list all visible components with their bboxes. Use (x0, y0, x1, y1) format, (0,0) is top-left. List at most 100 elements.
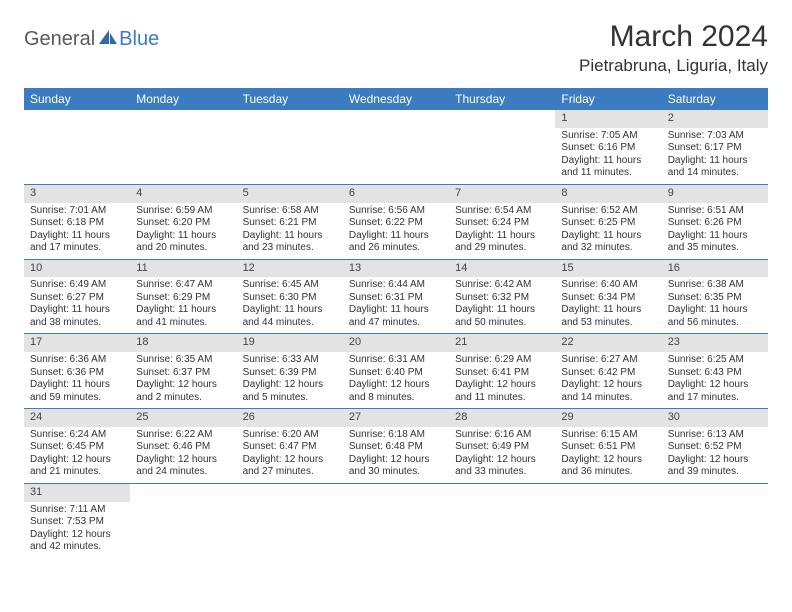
daylight-text: Daylight: 12 hours and 8 minutes. (349, 379, 443, 404)
day-number: 24 (24, 409, 130, 427)
day-number: 17 (24, 334, 130, 352)
daylight-text: Daylight: 12 hours and 27 minutes. (243, 454, 337, 479)
daylight-text: Daylight: 12 hours and 36 minutes. (561, 454, 655, 479)
sunset-text: Sunset: 6:51 PM (561, 441, 655, 454)
daylight-text: Daylight: 12 hours and 14 minutes. (561, 379, 655, 404)
sunset-text: Sunset: 6:49 PM (455, 441, 549, 454)
sunset-text: Sunset: 7:53 PM (30, 516, 124, 529)
calendar-cell: 15Sunrise: 6:40 AMSunset: 6:34 PMDayligh… (555, 259, 661, 334)
calendar-cell: 28Sunrise: 6:16 AMSunset: 6:49 PMDayligh… (449, 409, 555, 484)
daylight-text: Daylight: 11 hours and 59 minutes. (30, 379, 124, 404)
day-body: Sunrise: 6:31 AMSunset: 6:40 PMDaylight:… (343, 352, 449, 408)
calendar-cell: 9Sunrise: 6:51 AMSunset: 6:26 PMDaylight… (662, 184, 768, 259)
sunrise-text: Sunrise: 7:11 AM (30, 504, 124, 517)
sunrise-text: Sunrise: 6:45 AM (243, 279, 337, 292)
calendar-cell: 30Sunrise: 6:13 AMSunset: 6:52 PMDayligh… (662, 409, 768, 484)
sail-icon (97, 28, 119, 51)
sunrise-text: Sunrise: 6:15 AM (561, 429, 655, 442)
day-number: 26 (237, 409, 343, 427)
sunrise-text: Sunrise: 6:44 AM (349, 279, 443, 292)
sunset-text: Sunset: 6:18 PM (30, 217, 124, 230)
sunset-text: Sunset: 6:36 PM (30, 367, 124, 380)
sunset-text: Sunset: 6:37 PM (136, 367, 230, 380)
day-number: 21 (449, 334, 555, 352)
sunrise-text: Sunrise: 7:03 AM (668, 130, 762, 143)
calendar-table: Sunday Monday Tuesday Wednesday Thursday… (24, 88, 768, 558)
calendar-cell: 20Sunrise: 6:31 AMSunset: 6:40 PMDayligh… (343, 334, 449, 409)
day-body: Sunrise: 6:22 AMSunset: 6:46 PMDaylight:… (130, 427, 236, 483)
day-body: Sunrise: 7:11 AMSunset: 7:53 PMDaylight:… (24, 502, 130, 558)
daylight-text: Daylight: 11 hours and 14 minutes. (668, 155, 762, 180)
sunset-text: Sunset: 6:29 PM (136, 292, 230, 305)
day-body: Sunrise: 6:54 AMSunset: 6:24 PMDaylight:… (449, 203, 555, 259)
day-number: 15 (555, 260, 661, 278)
calendar-cell (343, 110, 449, 184)
day-body: Sunrise: 7:01 AMSunset: 6:18 PMDaylight:… (24, 203, 130, 259)
calendar-cell (449, 110, 555, 184)
calendar-cell (662, 483, 768, 557)
day-header: Thursday (449, 88, 555, 110)
day-number: 5 (237, 185, 343, 203)
calendar-cell (237, 483, 343, 557)
day-body: Sunrise: 6:20 AMSunset: 6:47 PMDaylight:… (237, 427, 343, 483)
day-number: 29 (555, 409, 661, 427)
day-body: Sunrise: 6:27 AMSunset: 6:42 PMDaylight:… (555, 352, 661, 408)
day-number: 7 (449, 185, 555, 203)
calendar-cell: 12Sunrise: 6:45 AMSunset: 6:30 PMDayligh… (237, 259, 343, 334)
daylight-text: Daylight: 11 hours and 35 minutes. (668, 230, 762, 255)
day-number: 2 (662, 110, 768, 128)
sunset-text: Sunset: 6:22 PM (349, 217, 443, 230)
sunset-text: Sunset: 6:34 PM (561, 292, 655, 305)
location-subtitle: Pietrabruna, Liguria, Italy (579, 56, 768, 76)
day-number: 9 (662, 185, 768, 203)
sunset-text: Sunset: 6:26 PM (668, 217, 762, 230)
sunrise-text: Sunrise: 6:24 AM (30, 429, 124, 442)
calendar-cell (343, 483, 449, 557)
sunset-text: Sunset: 6:31 PM (349, 292, 443, 305)
day-header: Monday (130, 88, 236, 110)
calendar-cell: 10Sunrise: 6:49 AMSunset: 6:27 PMDayligh… (24, 259, 130, 334)
day-number: 20 (343, 334, 449, 352)
day-number: 4 (130, 185, 236, 203)
day-header: Wednesday (343, 88, 449, 110)
day-number: 18 (130, 334, 236, 352)
calendar-cell: 25Sunrise: 6:22 AMSunset: 6:46 PMDayligh… (130, 409, 236, 484)
daylight-text: Daylight: 11 hours and 17 minutes. (30, 230, 124, 255)
day-number: 1 (555, 110, 661, 128)
sunset-text: Sunset: 6:16 PM (561, 142, 655, 155)
daylight-text: Daylight: 11 hours and 20 minutes. (136, 230, 230, 255)
calendar-cell (449, 483, 555, 557)
day-body: Sunrise: 6:25 AMSunset: 6:43 PMDaylight:… (662, 352, 768, 408)
logo-text-blue: Blue (119, 28, 159, 51)
sunset-text: Sunset: 6:45 PM (30, 441, 124, 454)
calendar-cell (237, 110, 343, 184)
day-body: Sunrise: 6:40 AMSunset: 6:34 PMDaylight:… (555, 277, 661, 333)
calendar-cell: 7Sunrise: 6:54 AMSunset: 6:24 PMDaylight… (449, 184, 555, 259)
day-number: 11 (130, 260, 236, 278)
sunrise-text: Sunrise: 6:29 AM (455, 354, 549, 367)
daylight-text: Daylight: 12 hours and 5 minutes. (243, 379, 337, 404)
day-number: 10 (24, 260, 130, 278)
day-body: Sunrise: 6:47 AMSunset: 6:29 PMDaylight:… (130, 277, 236, 333)
sunrise-text: Sunrise: 6:35 AM (136, 354, 230, 367)
sunset-text: Sunset: 6:20 PM (136, 217, 230, 230)
calendar-cell (130, 110, 236, 184)
day-body: Sunrise: 6:16 AMSunset: 6:49 PMDaylight:… (449, 427, 555, 483)
daylight-text: Daylight: 11 hours and 47 minutes. (349, 304, 443, 329)
sunset-text: Sunset: 6:41 PM (455, 367, 549, 380)
sunrise-text: Sunrise: 6:20 AM (243, 429, 337, 442)
sunrise-text: Sunrise: 6:52 AM (561, 205, 655, 218)
day-header-row: Sunday Monday Tuesday Wednesday Thursday… (24, 88, 768, 110)
day-number: 16 (662, 260, 768, 278)
month-title: March 2024 (579, 20, 768, 54)
sunrise-text: Sunrise: 7:05 AM (561, 130, 655, 143)
calendar-cell: 1Sunrise: 7:05 AMSunset: 6:16 PMDaylight… (555, 110, 661, 184)
sunset-text: Sunset: 6:30 PM (243, 292, 337, 305)
calendar-cell: 16Sunrise: 6:38 AMSunset: 6:35 PMDayligh… (662, 259, 768, 334)
sunrise-text: Sunrise: 6:42 AM (455, 279, 549, 292)
day-body: Sunrise: 6:45 AMSunset: 6:30 PMDaylight:… (237, 277, 343, 333)
day-body: Sunrise: 6:51 AMSunset: 6:26 PMDaylight:… (662, 203, 768, 259)
day-body: Sunrise: 6:42 AMSunset: 6:32 PMDaylight:… (449, 277, 555, 333)
day-body: Sunrise: 6:33 AMSunset: 6:39 PMDaylight:… (237, 352, 343, 408)
calendar-row: 17Sunrise: 6:36 AMSunset: 6:36 PMDayligh… (24, 334, 768, 409)
